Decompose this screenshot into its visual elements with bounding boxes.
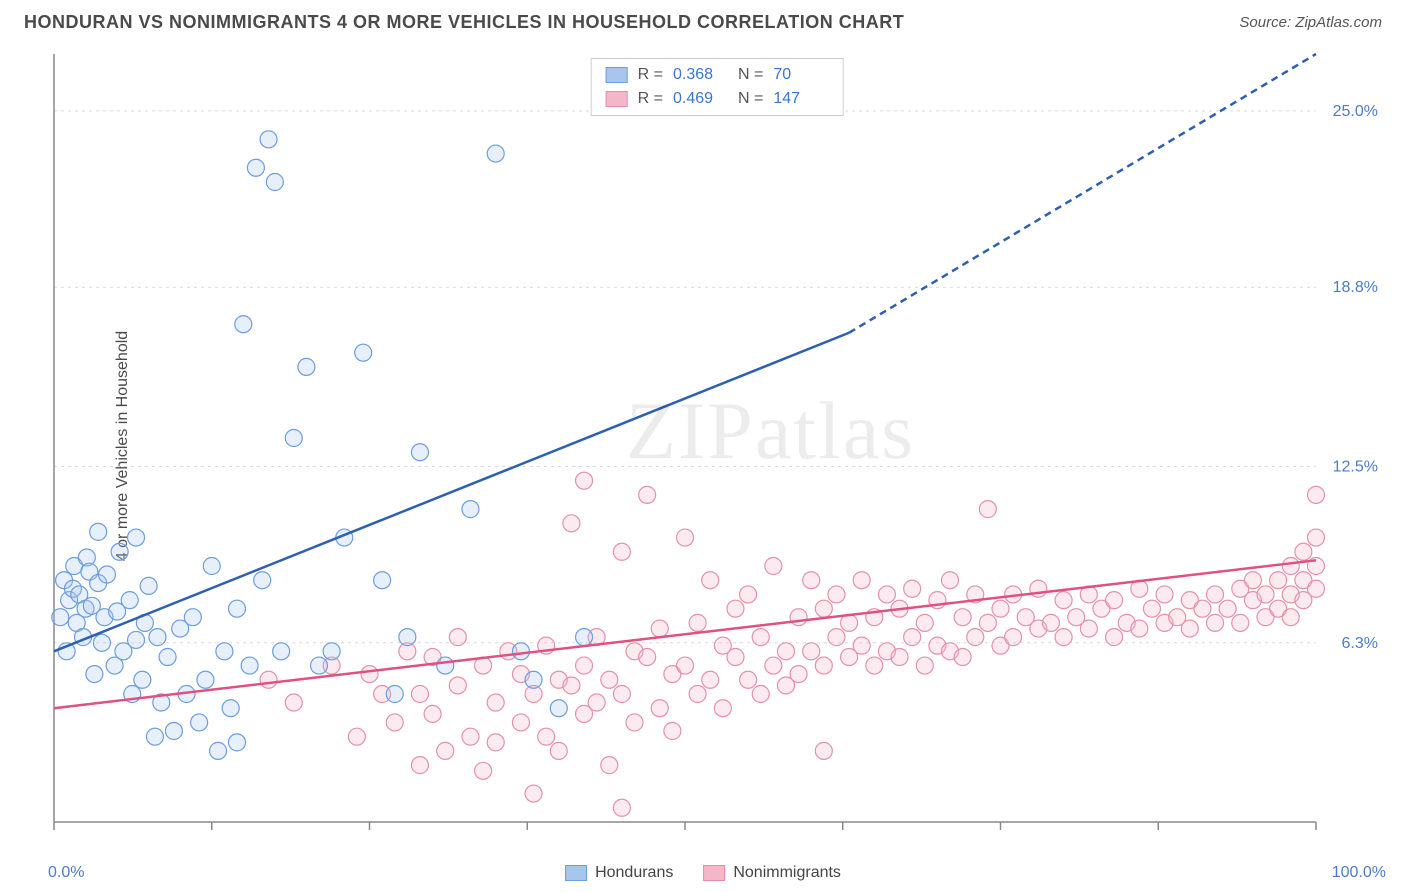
n-label: N = (738, 87, 763, 111)
svg-text:25.0%: 25.0% (1333, 103, 1378, 120)
legend-item-nonimmigrants: Nonimmigrants (703, 864, 841, 882)
r-value-hondurans: 0.368 (673, 63, 728, 87)
chart-plot-area: 6.3% 12.5% 18.8% 25.0% R = 0.368 N = 70 R =… (48, 50, 1386, 844)
chart-title: HONDURAN VS NONIMMIGRANTS 4 OR MORE VEHI… (24, 12, 904, 33)
legend-label-nonimmigrants: Nonimmigrants (733, 864, 841, 882)
swatch-nonimmigrants (703, 865, 725, 881)
n-value-hondurans: 70 (773, 63, 828, 87)
legend-item-hondurans: Hondurans (565, 864, 673, 882)
svg-text:18.8%: 18.8% (1333, 279, 1378, 296)
swatch-nonimmigrants (606, 91, 628, 107)
n-value-nonimmigrants: 147 (773, 87, 828, 111)
r-label: R = (638, 87, 663, 111)
legend-label-hondurans: Hondurans (595, 864, 673, 882)
scatter-plot-svg: 6.3% 12.5% 18.8% 25.0% (48, 50, 1386, 844)
r-value-nonimmigrants: 0.469 (673, 87, 728, 111)
r-label: R = (638, 63, 663, 87)
source-label: Source: (1239, 14, 1295, 31)
chart-header: HONDURAN VS NONIMMIGRANTS 4 OR MORE VEHI… (0, 0, 1406, 41)
swatch-hondurans (565, 865, 587, 881)
correlation-legend: R = 0.368 N = 70 R = 0.469 N = 147 (591, 58, 844, 116)
source-value: ZipAtlas.com (1295, 14, 1382, 31)
x-axis-min-label: 0.0% (48, 864, 84, 882)
x-axis-max-label: 100.0% (1332, 864, 1386, 882)
n-label: N = (738, 63, 763, 87)
svg-text:6.3%: 6.3% (1342, 635, 1378, 652)
source-attribution: Source: ZipAtlas.com (1239, 14, 1382, 31)
swatch-hondurans (606, 67, 628, 83)
svg-text:12.5%: 12.5% (1333, 458, 1378, 475)
series-legend: Hondurans Nonimmigrants (565, 864, 841, 882)
legend-row-nonimmigrants: R = 0.469 N = 147 (606, 87, 829, 111)
legend-row-hondurans: R = 0.368 N = 70 (606, 63, 829, 87)
